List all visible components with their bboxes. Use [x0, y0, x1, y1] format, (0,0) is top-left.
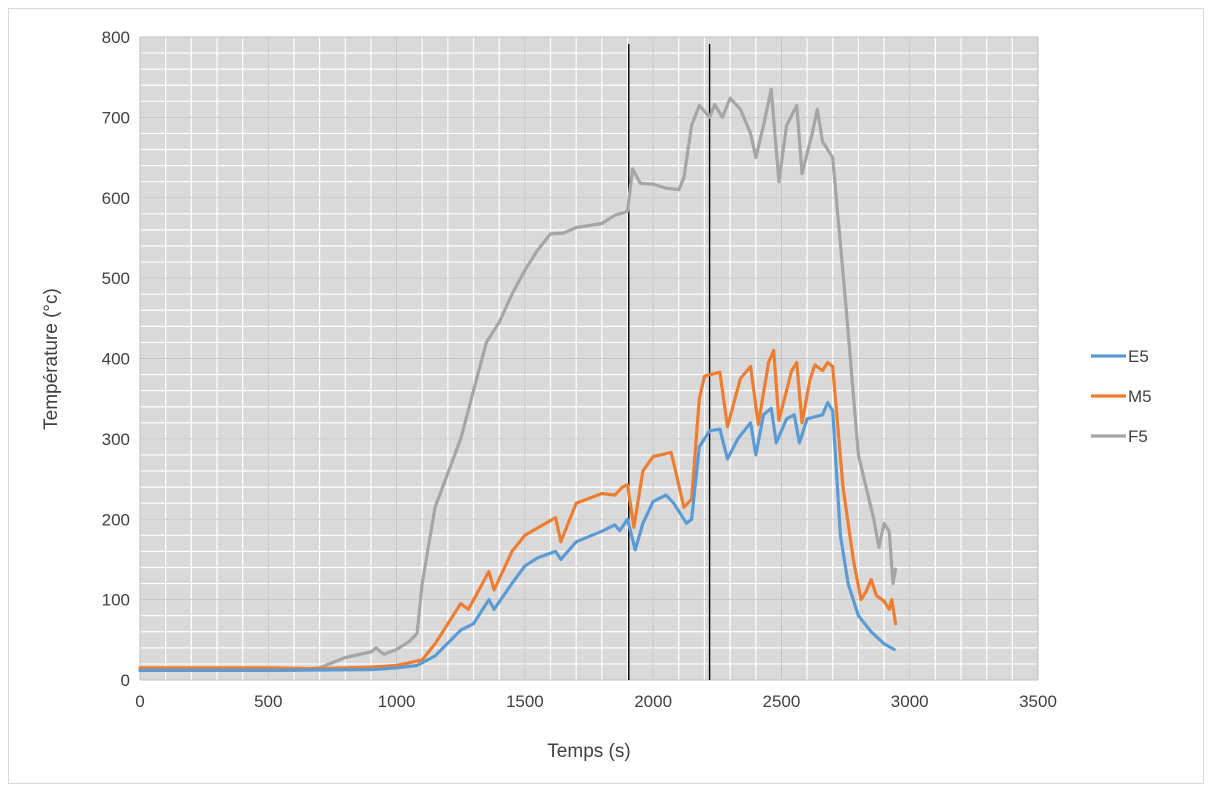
x-tick-label: 500: [254, 692, 282, 711]
x-tick-label: 3500: [1019, 692, 1057, 711]
major-gridlines: [139, 36, 1039, 681]
legend-label-f5: F5: [1128, 427, 1148, 446]
vertical-markers: [628, 44, 711, 680]
y-tick-label: 500: [102, 269, 130, 288]
legend-label-e5: E5: [1128, 347, 1149, 366]
y-tick-label: 100: [102, 591, 130, 610]
y-axis-title: Température (°c): [41, 288, 62, 430]
chart-container: 0 500 1000 1500 2000 2500 3000 3500 0 100 200 300 4…: [8, 8, 1204, 784]
x-tick-label: 0: [135, 692, 144, 711]
x-tick-label: 1000: [378, 692, 416, 711]
y-tick-label: 300: [102, 430, 130, 449]
x-axis-ticks: 0 500 1000 1500 2000 2500 3000 3500: [135, 692, 1057, 711]
series-line-e5: [138, 401, 896, 672]
y-tick-label: 600: [102, 189, 130, 208]
series-line-f5: [138, 87, 898, 672]
legend: E5 M5 F5: [1091, 347, 1152, 446]
y-tick-label: 400: [102, 350, 130, 369]
x-axis-title: Temps (s): [547, 741, 630, 762]
y-axis-ticks: 0 100 200 300 400 500 600 700 800: [102, 28, 130, 690]
series-layer: [138, 87, 898, 672]
legend-label-m5: M5: [1128, 387, 1152, 406]
x-tick-label: 1500: [506, 692, 544, 711]
y-tick-label: 800: [102, 28, 130, 47]
line-chart: 0 500 1000 1500 2000 2500 3000 3500 0 100 200 300 4…: [41, 28, 1152, 762]
series-line-m5: [138, 348, 898, 671]
y-tick-label: 0: [121, 671, 130, 690]
y-tick-label: 700: [102, 108, 130, 127]
x-tick-label: 2000: [634, 692, 672, 711]
x-tick-label: 2500: [763, 692, 801, 711]
y-tick-label: 200: [102, 510, 130, 529]
x-tick-label: 3000: [891, 692, 929, 711]
